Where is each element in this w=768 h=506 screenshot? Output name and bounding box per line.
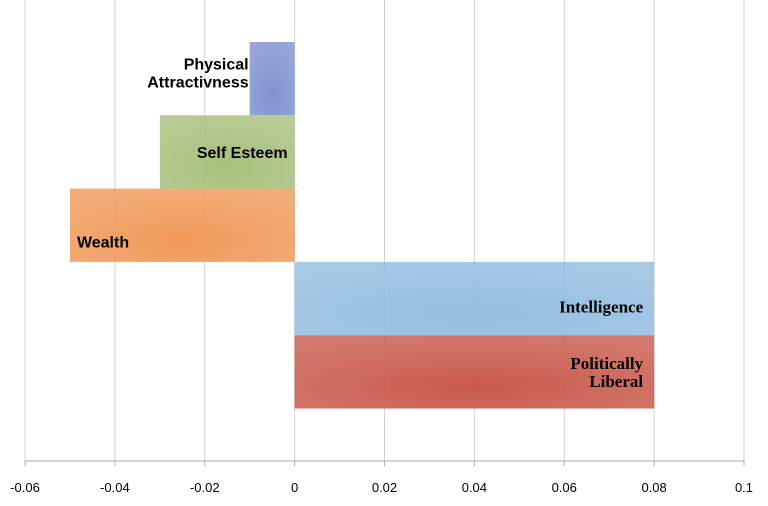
- x-tick-label: 0.1: [735, 480, 753, 495]
- x-tick-label: -0.06: [10, 480, 40, 495]
- bar-wealth: [69, 188, 295, 262]
- x-tick-labels: -0.06 -0.04 -0.02 0 0.02 0.04 0.06 0.08 0.1: [10, 480, 753, 495]
- x-tick-label: 0: [291, 480, 298, 495]
- bar-intelligence: [294, 261, 655, 336]
- bar-label-intelligence: Intelligence: [559, 298, 643, 317]
- x-tick-label: 0.04: [462, 480, 487, 495]
- bar-label-physical-attractivness: Physical Attractivness: [147, 57, 248, 92]
- bar-politically-liberal: [294, 335, 655, 409]
- x-tick-label: 0.06: [552, 480, 577, 495]
- x-tick-label: -0.02: [190, 480, 220, 495]
- bar-self-esteem: [159, 115, 295, 189]
- bar-labels: Physical Attractivness Self Esteem Wealth In…: [77, 57, 644, 391]
- bar-label-self-esteem: Self Esteem: [197, 145, 288, 162]
- x-tick-label: -0.04: [100, 480, 130, 495]
- bar-label-wealth: Wealth: [77, 234, 129, 251]
- bar-physical-attractivness: [249, 42, 295, 116]
- bar-label-politically-liberal: Politically Liberal: [570, 354, 643, 391]
- x-tick-label: 0.02: [372, 480, 397, 495]
- x-tick-label: 0.08: [641, 480, 666, 495]
- bars: [69, 42, 655, 409]
